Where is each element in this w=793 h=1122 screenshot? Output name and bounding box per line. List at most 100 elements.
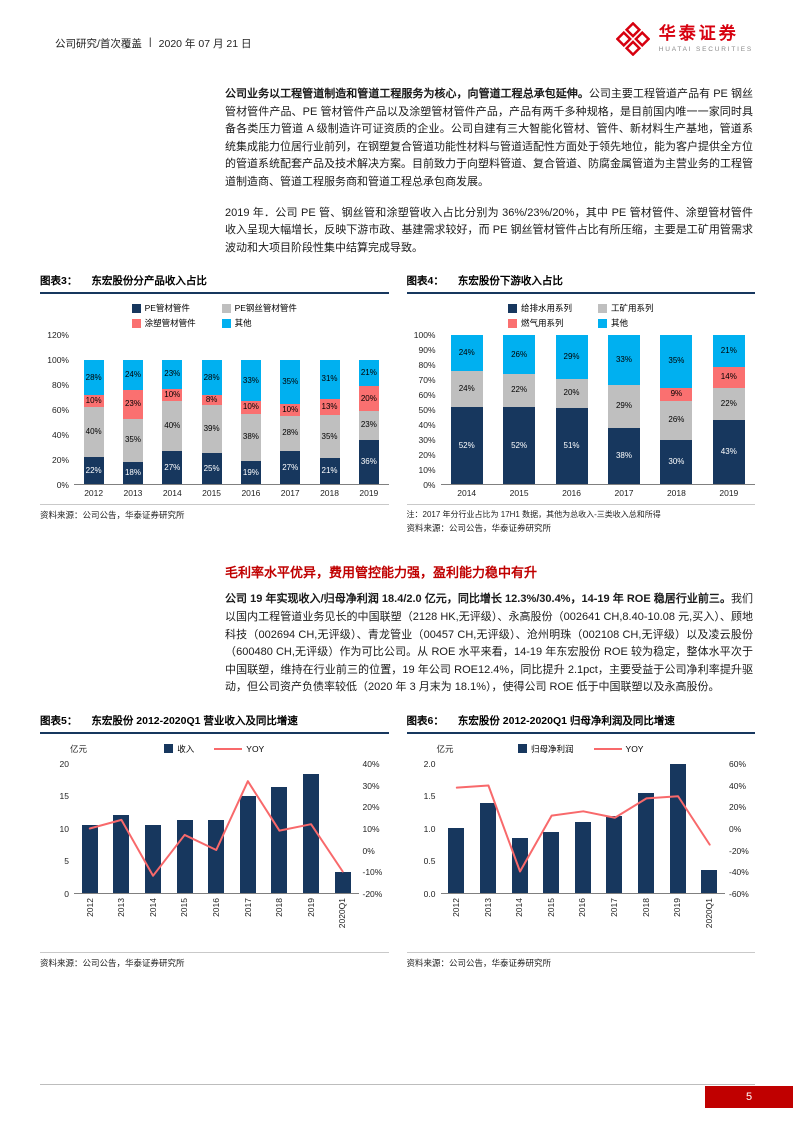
- x-slot: 2019: [295, 894, 327, 946]
- bar-value-label: 22%: [511, 385, 528, 395]
- legend-swatch: [598, 303, 607, 313]
- bar-value-label: 35%: [668, 356, 685, 366]
- y-axis: 120% 100% 80% 60% 40% 20% 0%: [40, 331, 74, 489]
- figure-3-footer: 资料来源：公司公告，华泰证券研究所: [40, 504, 389, 521]
- x-tick-label: 2020Q1: [337, 897, 348, 929]
- bar-segment: 24%: [450, 371, 483, 407]
- bar-segment: 24%: [122, 360, 143, 390]
- bar-value-label: 38%: [242, 432, 259, 442]
- y-tick-label: 0.0: [423, 888, 436, 899]
- y-tick-label: 40%: [51, 430, 69, 441]
- bar-value-label: 33%: [242, 375, 259, 385]
- legend-label: YOY: [625, 743, 644, 754]
- bar: [271, 787, 288, 893]
- x-tick-label: 2015: [545, 897, 556, 917]
- figure-6-chart: 亿元 归母净利润 YOY 2.0 1.5 1.0 0.5 0.0 60% 40% 20% 0% -20%…: [407, 734, 756, 946]
- bar: [511, 838, 528, 893]
- bar-value-label: 26%: [668, 415, 685, 425]
- figure-4-footer: 注：2017 年分行业占比为 17H1 数据，其他为总收入-三类收入总和所得 资…: [406, 504, 755, 534]
- legend-swatch: [131, 303, 141, 313]
- bar-slot: [504, 764, 536, 893]
- y-tick-label: 60%: [418, 390, 436, 401]
- bar-segment: 30%: [660, 439, 693, 485]
- chart-legend: PE管材管件 PE钢丝管材管件 涂塑管材管件 其他: [40, 302, 389, 329]
- bar-slot: 30% 26% 9% 35%: [650, 335, 702, 485]
- bar-segment: 20%: [555, 378, 588, 409]
- y-tick-label: -20%: [362, 888, 383, 899]
- legend-swatch: [164, 744, 174, 754]
- legend-label: PE管材管件: [144, 303, 190, 314]
- bar-value-label: 23%: [164, 369, 181, 379]
- bar-slot: 51% 20% 29%: [545, 335, 597, 485]
- bar-slot: 25% 39% 8% 28%: [192, 335, 231, 485]
- bar-slot: 22% 40% 10% 28%: [74, 335, 113, 485]
- x-axis: 2012 2013 2014 2015 2016 2017 2018 2019: [74, 485, 389, 498]
- chart-header-row: 亿元 收入 YOY: [40, 742, 389, 756]
- unit-label: 亿元: [70, 743, 88, 754]
- bar-segment: 31%: [319, 360, 340, 399]
- y-tick-label: 30%: [362, 780, 380, 791]
- x-slot: 2014: [504, 894, 536, 946]
- paragraph-revenue-mix: 2019 年．公司 PE 管、钢丝管和涂塑管收入占比分别为 36%/23%/20…: [225, 206, 753, 254]
- bar-value-label: 21%: [720, 346, 737, 356]
- x-axis: 2012 2013 2014 2015 2016 2017 2018 2019 2020Q1: [441, 894, 726, 946]
- bar-slot: 52% 22% 26%: [493, 335, 545, 485]
- bar-segment: 28%: [280, 416, 301, 451]
- bar: [81, 824, 98, 893]
- bar-segment: 51%: [555, 408, 588, 485]
- bar-segment: 35%: [280, 360, 301, 404]
- bar-segment: 36%: [358, 439, 379, 485]
- figure-caption: 东宏股份分产品收入占比: [91, 275, 207, 288]
- bar-value-label: 21%: [321, 466, 338, 476]
- y-tick-label: 5: [64, 856, 69, 867]
- y-tick-label: 10%: [418, 465, 436, 476]
- bar-segment: 27%: [280, 450, 301, 485]
- figure-label: 图表5：: [40, 714, 78, 727]
- legend-item-bar: 收入: [164, 742, 194, 756]
- bar-slot: [662, 763, 694, 893]
- y-tick-label: 0.5: [423, 856, 436, 867]
- x-tick-label: 2015: [509, 488, 529, 499]
- figure-source: 资料来源：公司公告，华泰证券研究所: [40, 957, 185, 968]
- figure-3-chart: PE管材管件 PE钢丝管材管件 涂塑管材管件 其他 120% 100% 80% 60% 40% 2…: [40, 294, 389, 498]
- x-tick-label: 2014: [514, 897, 525, 917]
- figures-row-1: 图表3： 东宏股份分产品收入占比 PE管材管件 PE钢丝管材管件 涂塑管材管件 其他 1…: [40, 273, 755, 534]
- bar-segment: 28%: [83, 360, 104, 395]
- bar-value-label: 23%: [360, 420, 377, 430]
- y-tick-label: 0: [64, 888, 69, 899]
- x-slot: 2012: [441, 894, 473, 946]
- x-slot: 2015: [169, 894, 201, 946]
- bar-value-label: 52%: [458, 440, 475, 450]
- bar-segment: 28%: [201, 360, 222, 395]
- bar: [637, 792, 654, 893]
- x-tick-label: 2017: [614, 488, 634, 499]
- y-tick-label: 20%: [51, 455, 69, 466]
- figure-caption: 东宏股份 2012-2020Q1 营业收入及同比增速: [91, 714, 298, 727]
- x-tick-label: 2017: [609, 897, 620, 917]
- bar-value-label: 14%: [720, 372, 737, 382]
- y-tick-label: 80%: [418, 360, 436, 371]
- figure-source: 资料来源：公司公告，华泰证券研究所: [40, 510, 185, 521]
- stacked-bar: 25% 39% 8% 28%: [201, 335, 222, 485]
- bar: [145, 824, 162, 893]
- bar-slot: 36% 23% 20% 21%: [349, 335, 388, 485]
- x-tick-label: 2018: [640, 897, 651, 917]
- bar-slot: [169, 764, 201, 893]
- bar: [113, 814, 130, 893]
- bar-segment: 8%: [201, 394, 222, 405]
- figure-source: 资料来源：公司公告，华泰证券研究所: [406, 523, 552, 534]
- x-slot: 2017: [599, 894, 631, 946]
- bar-segment: 35%: [660, 335, 693, 388]
- unit-label: 亿元: [436, 743, 454, 754]
- bar-segment: 13%: [319, 398, 340, 415]
- bar-value-label: 31%: [321, 374, 338, 384]
- bar-slot: 21% 35% 13% 31%: [310, 335, 349, 485]
- bar-segment: 21%: [319, 458, 340, 485]
- bar: [303, 774, 320, 893]
- brand-name-en: HUATAI SECURITIES: [658, 45, 753, 53]
- legend-label: 收入: [177, 743, 195, 754]
- bar-value-label: 52%: [511, 440, 528, 450]
- bar-segment: 22%: [83, 457, 104, 485]
- x-tick-label: 2012: [451, 897, 462, 917]
- legend-swatch: [221, 318, 231, 328]
